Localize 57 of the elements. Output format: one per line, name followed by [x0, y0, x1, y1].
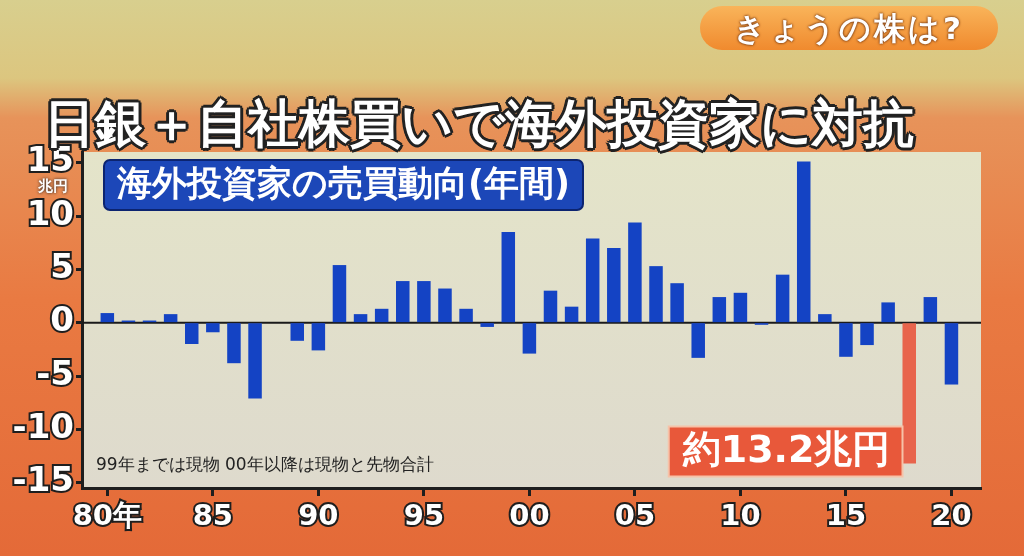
- bar: [311, 323, 326, 351]
- bar: [290, 323, 305, 341]
- chart-subtitle: 海外投資家の売買動向(年間): [116, 163, 570, 204]
- bar: [628, 222, 642, 323]
- y-tick-label: -5: [36, 352, 74, 393]
- bar: [227, 323, 241, 364]
- bar: [480, 323, 494, 327]
- bar: [839, 323, 853, 357]
- bar: [712, 297, 727, 323]
- x-tick-label: 15: [825, 497, 867, 532]
- bar: [248, 323, 262, 399]
- bar: [860, 323, 874, 346]
- bar: [902, 323, 916, 464]
- x-tick-label: 80年: [72, 497, 142, 532]
- bar: [796, 161, 811, 323]
- bar: [923, 297, 938, 323]
- x-tick-label: 05: [614, 497, 656, 532]
- bar: [818, 314, 832, 323]
- bar: [691, 323, 705, 358]
- x-tick-label: 90: [298, 497, 339, 532]
- bar: [564, 306, 579, 323]
- bar: [944, 323, 959, 385]
- bar: [733, 292, 748, 323]
- annotation: 約13.2兆円: [681, 427, 891, 472]
- x-tick-label: 10: [720, 497, 761, 532]
- bar: [438, 288, 452, 323]
- bar: [163, 314, 178, 323]
- bar: [585, 238, 600, 323]
- y-tick-label: -15: [12, 459, 74, 500]
- bar: [522, 323, 537, 354]
- bar: [206, 323, 220, 333]
- text: きょうの株は?: [700, 6, 998, 50]
- y-tick-label: 5: [50, 246, 74, 287]
- x-tick-label: 00: [509, 497, 550, 532]
- y-tick-label: 10: [26, 192, 74, 233]
- bar: [100, 313, 115, 323]
- x-tick-label: 20: [931, 497, 972, 532]
- bar: [417, 281, 431, 323]
- bar: [607, 248, 621, 323]
- bar: [374, 308, 389, 323]
- x-tick-label: 85: [192, 497, 234, 532]
- y-axis-title: 兆円: [37, 176, 68, 195]
- bar: [501, 232, 516, 323]
- bar: [649, 266, 663, 323]
- bar: [184, 323, 199, 344]
- y-tick-label: -10: [12, 406, 74, 447]
- bar: [459, 308, 473, 323]
- bar: [353, 314, 368, 323]
- bar: [881, 302, 895, 323]
- bar: [543, 290, 558, 323]
- x-tick-label: 95: [403, 497, 445, 532]
- annotation: 99年までは現物 00年以降は現物と先物合計: [96, 454, 434, 475]
- bar: [670, 283, 684, 323]
- y-tick-label: 0: [50, 299, 74, 340]
- bar: [396, 281, 410, 323]
- bar: [775, 274, 790, 323]
- bar: [332, 265, 347, 323]
